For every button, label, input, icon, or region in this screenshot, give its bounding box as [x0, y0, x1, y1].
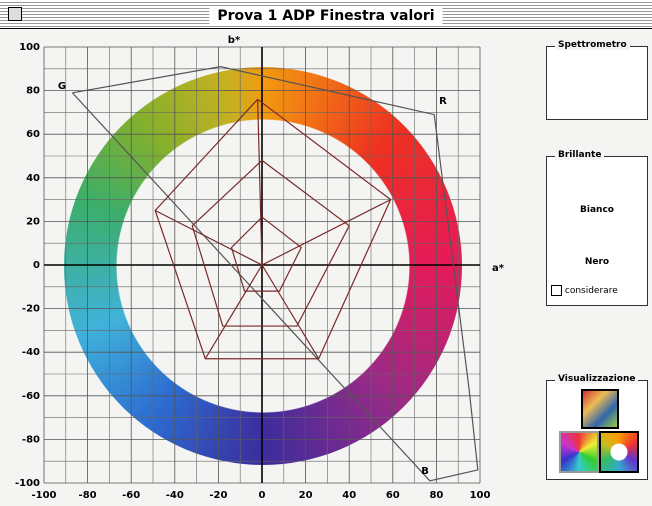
- x-tick-label: 20: [299, 490, 313, 501]
- checkbox-row[interactable]: considerare: [551, 285, 618, 296]
- panel-title: Spettrometro: [555, 40, 630, 50]
- gamut-label: G: [58, 81, 66, 92]
- brillante-panel: Brillante Bianco Nero considerare: [546, 156, 648, 306]
- series-line: [262, 265, 319, 359]
- y-tick-label: 20: [26, 216, 40, 227]
- series-line: [205, 265, 262, 359]
- option[interactable]: Nero: [547, 257, 647, 267]
- wheel-view-button[interactable]: [599, 431, 639, 473]
- panel-title: Visualizzazione: [555, 374, 638, 384]
- x-tick-label: -60: [122, 490, 140, 501]
- gamut-label: R: [439, 96, 447, 107]
- y-tick-label: -100: [15, 478, 40, 489]
- x-tick-label: -40: [166, 490, 184, 501]
- title-bar: Prova 1 ADP Finestra valori: [0, 0, 652, 29]
- x-tick-label: -80: [79, 490, 97, 501]
- checkbox-label: considerare: [565, 286, 618, 296]
- y-tick-label: -40: [22, 347, 40, 358]
- chart: b* a* -100 -80 -60 -40 -20 0 20 40 60 80 100 -100 -8…: [0, 28, 510, 506]
- y-tick-label: 40: [26, 173, 40, 184]
- y-tick-label: 80: [26, 86, 40, 97]
- visualizzazione-panel: Visualizzazione: [546, 380, 648, 480]
- x-tick-label: -100: [31, 490, 56, 501]
- y-tick-label: 0: [33, 260, 40, 271]
- window: Prova 1 ADP Finestra valori b* a* -100 -8…: [0, 0, 652, 506]
- x-tick-label: 0: [259, 490, 266, 501]
- window-title: Prova 1 ADP Finestra valori: [209, 7, 442, 25]
- x-tick-label: 60: [386, 490, 400, 501]
- y-tick-label: 60: [26, 129, 40, 140]
- x-tick-label: 80: [429, 490, 443, 501]
- y-axis-label: b*: [228, 35, 241, 46]
- x-axis-label: a*: [492, 263, 505, 274]
- y-tick-label: -60: [22, 391, 40, 402]
- series-line: [72, 67, 477, 481]
- image-view-button[interactable]: [581, 389, 619, 429]
- x-tick-label: 40: [342, 490, 356, 501]
- x-tick-label: -20: [209, 490, 227, 501]
- option[interactable]: Bianco: [547, 205, 647, 215]
- gamut-view-button[interactable]: [559, 431, 599, 473]
- close-box[interactable]: [8, 7, 22, 21]
- gamut-label: B: [421, 466, 429, 477]
- x-tick-label: 100: [470, 490, 491, 501]
- panel-title: Brillante: [555, 150, 604, 160]
- y-tick-label: 100: [19, 42, 40, 53]
- y-tick-label: -80: [22, 434, 40, 445]
- checkbox[interactable]: [551, 285, 562, 296]
- y-tick-label: -20: [22, 304, 40, 315]
- spettrometro-panel: Spettrometro: [546, 46, 648, 120]
